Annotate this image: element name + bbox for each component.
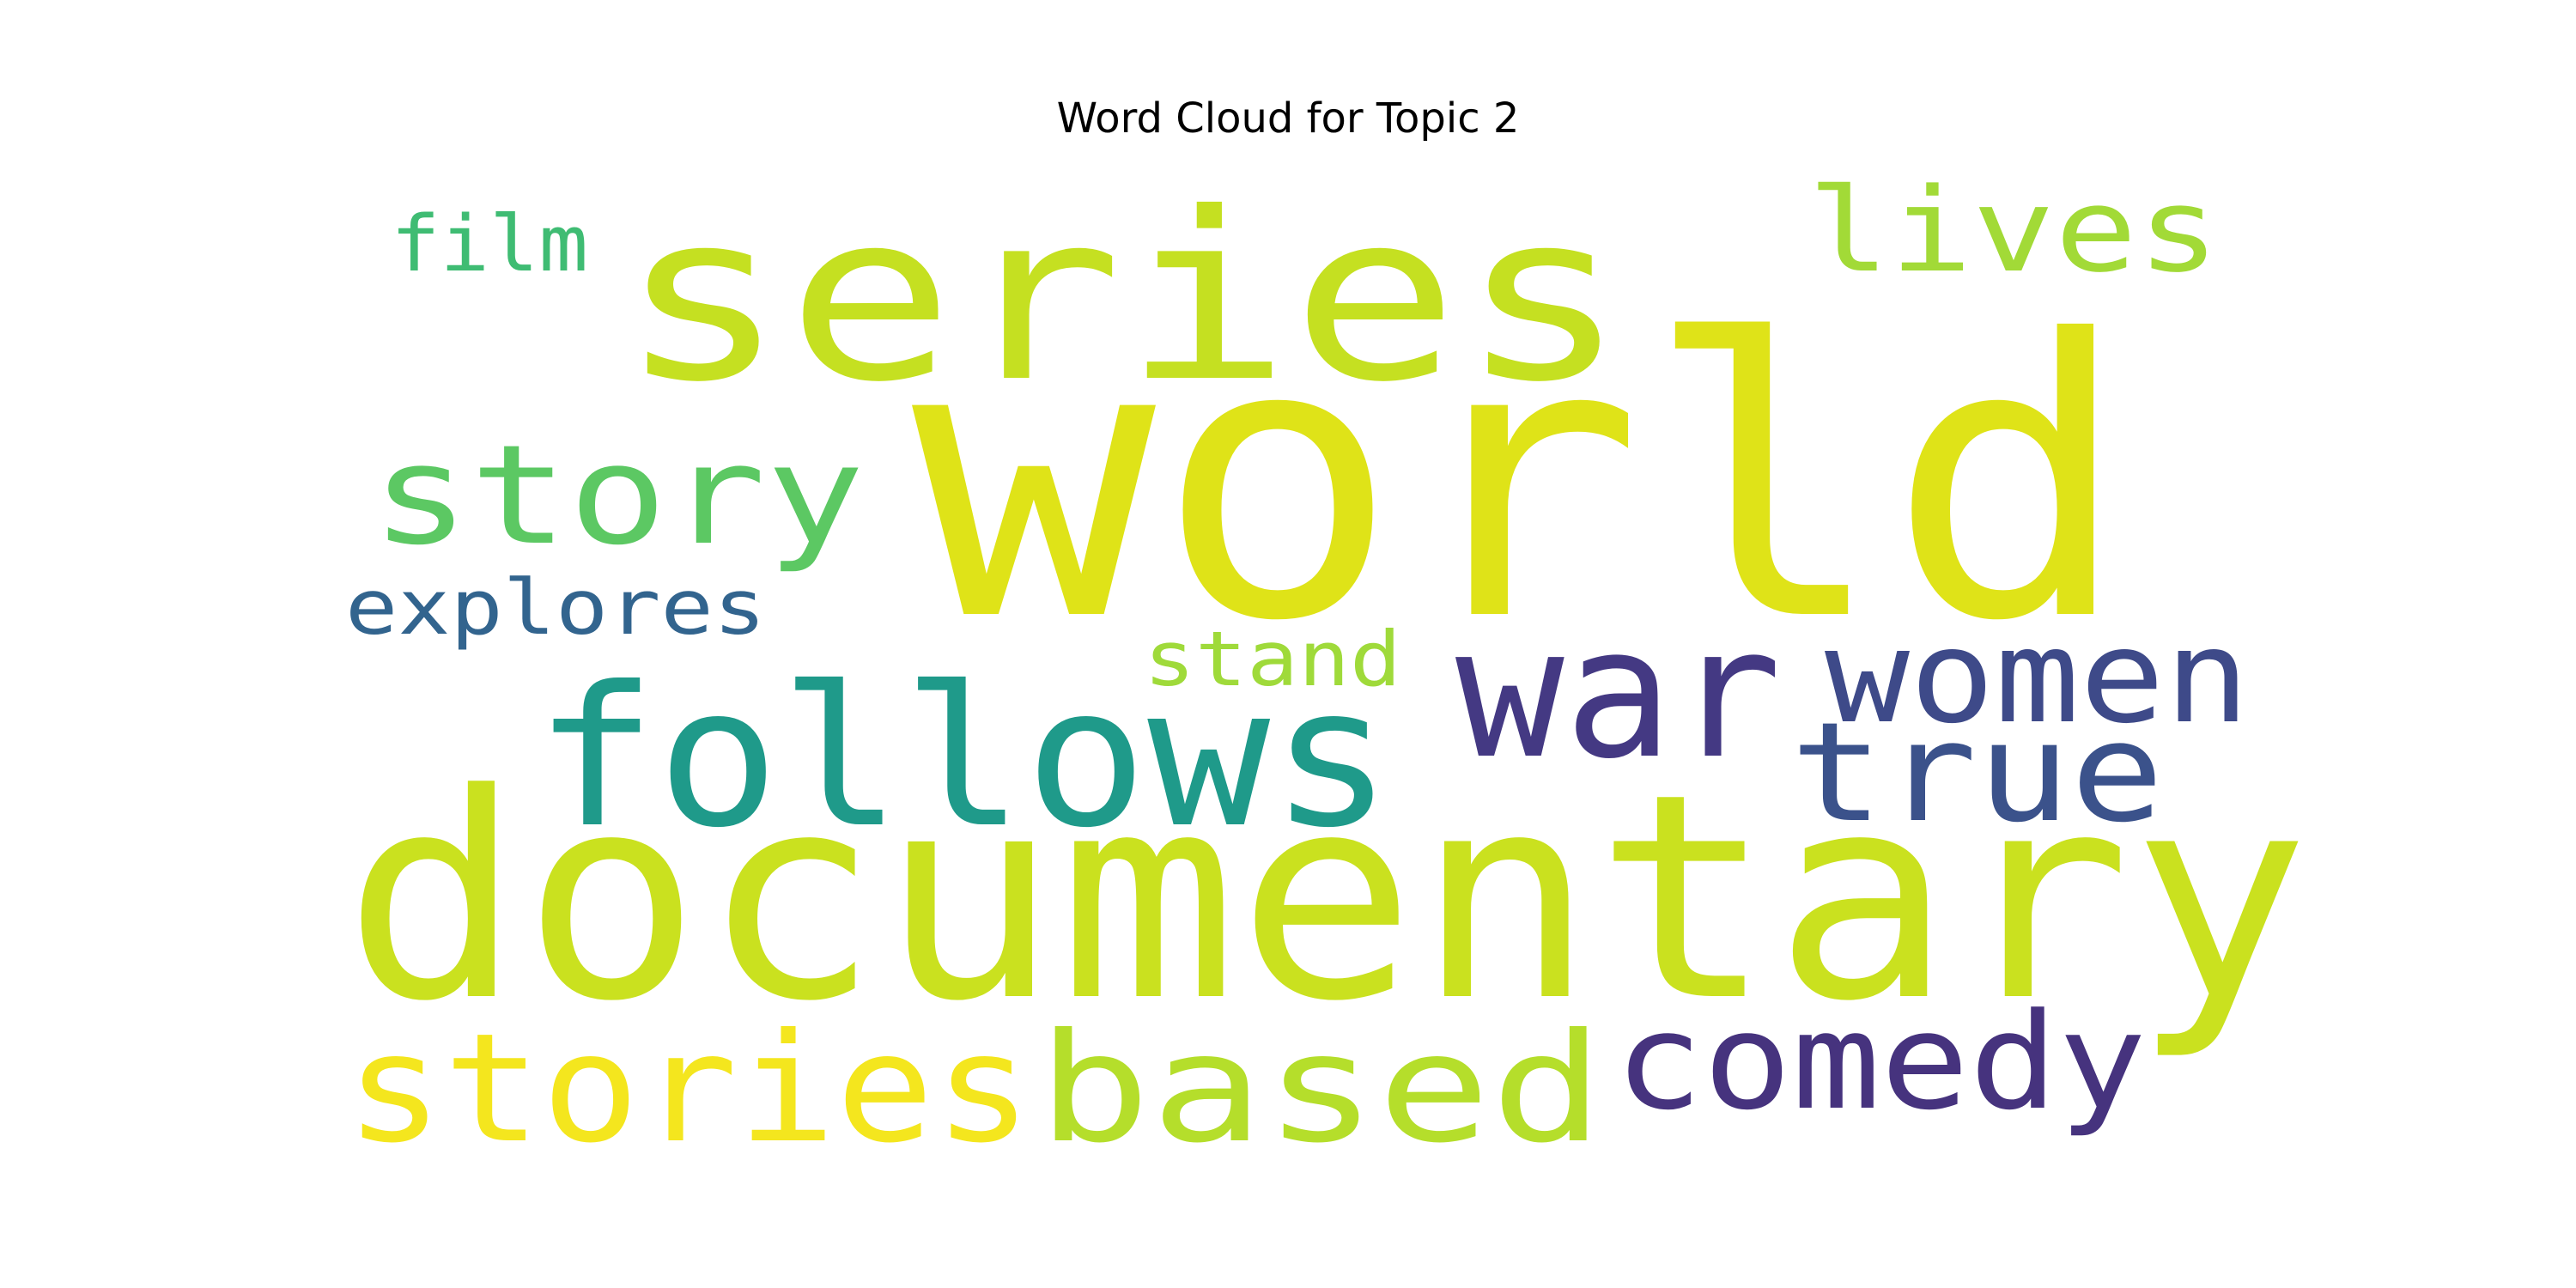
word-explores: explores: [345, 563, 766, 652]
word-based: based: [1037, 1002, 1604, 1176]
word-story: story: [371, 415, 865, 575]
word-true: true: [1790, 692, 2164, 853]
word-documentary: documentary: [343, 733, 2310, 1063]
word-world: world: [912, 259, 2131, 704]
word-series: series: [618, 162, 1627, 433]
word-comedy: comedy: [1614, 984, 2147, 1139]
word-war: war: [1455, 588, 1782, 799]
chart-title: Word Cloud for Topic 2: [1056, 94, 1520, 143]
word-stories: stories: [345, 1002, 1032, 1176]
word-women: women: [1825, 603, 2250, 752]
word-stand: stand: [1144, 615, 1401, 703]
word-follows: follows: [534, 646, 1393, 871]
word-lives: lives: [1807, 163, 2220, 298]
word-film: film: [391, 199, 588, 289]
